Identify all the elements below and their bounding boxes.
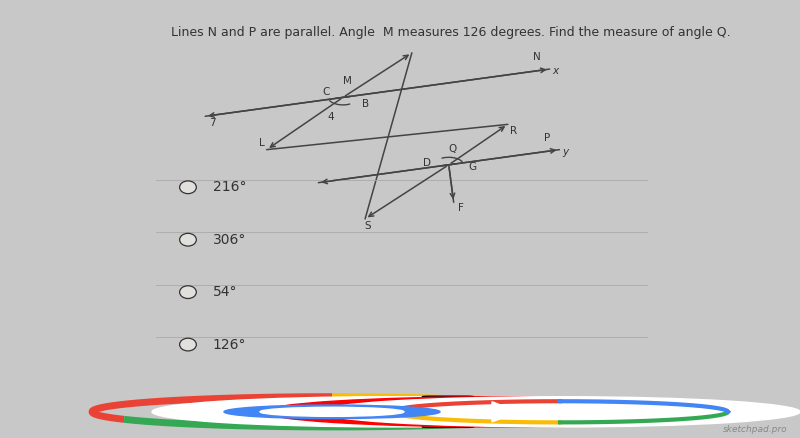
Circle shape xyxy=(260,407,404,417)
Circle shape xyxy=(264,397,744,427)
Text: G: G xyxy=(469,162,477,172)
Text: D: D xyxy=(422,158,430,168)
Text: C: C xyxy=(322,87,330,97)
Polygon shape xyxy=(492,402,518,422)
Text: B: B xyxy=(362,99,369,109)
Circle shape xyxy=(180,286,196,299)
Circle shape xyxy=(180,233,196,246)
Text: M: M xyxy=(385,405,399,419)
Text: x: x xyxy=(552,66,558,76)
Circle shape xyxy=(152,397,632,427)
Text: S: S xyxy=(364,221,371,231)
Circle shape xyxy=(180,338,196,351)
Circle shape xyxy=(320,397,800,427)
Text: Q: Q xyxy=(449,145,457,154)
Text: Lines N and P are parallel. Angle  M measures 126 degrees. Find the measure of a: Lines N and P are parallel. Angle M meas… xyxy=(170,26,730,39)
Text: 306°: 306° xyxy=(213,233,246,247)
Text: F: F xyxy=(458,203,463,213)
Text: 7: 7 xyxy=(210,118,216,128)
Text: 54°: 54° xyxy=(213,285,237,299)
Text: M: M xyxy=(343,76,352,86)
Text: R: R xyxy=(510,126,518,136)
Text: 4: 4 xyxy=(327,113,334,122)
Text: N: N xyxy=(534,53,541,62)
Text: y: y xyxy=(562,147,568,156)
FancyBboxPatch shape xyxy=(422,396,474,427)
Text: P: P xyxy=(544,133,550,143)
Text: 126°: 126° xyxy=(213,338,246,352)
Circle shape xyxy=(180,181,196,194)
Text: sketchpad.pro: sketchpad.pro xyxy=(723,425,788,434)
Circle shape xyxy=(224,405,440,419)
Text: 216°: 216° xyxy=(213,180,246,194)
Text: L: L xyxy=(259,138,265,148)
